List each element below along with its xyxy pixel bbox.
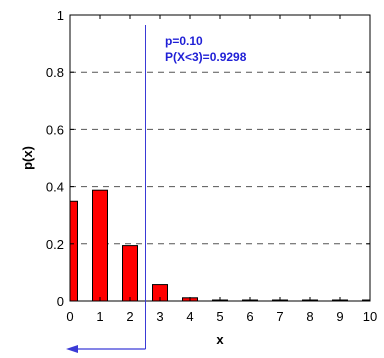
y-tick-label: 0.2 xyxy=(46,237,64,252)
x-tick-label: 1 xyxy=(96,309,103,324)
x-tick-label: 7 xyxy=(276,309,283,324)
x-tick-label: 6 xyxy=(246,309,253,324)
bar-0 xyxy=(70,200,78,301)
y-tick-label: 0.8 xyxy=(46,65,64,80)
y-tick-labels: 0 0.2 0.4 0.6 0.8 1 xyxy=(46,8,64,309)
y-tick-label: 0.4 xyxy=(46,180,64,195)
y-tick-label: 0.6 xyxy=(46,122,64,137)
x-tick-label: 9 xyxy=(336,309,343,324)
x-tick-label: 10 xyxy=(363,309,377,324)
annotation-p: p=0.10 xyxy=(165,34,203,48)
annotation-probability: P(X<3)=0.9298 xyxy=(165,50,247,64)
bar-1 xyxy=(92,189,108,301)
plot-background xyxy=(70,15,370,301)
x-tick-label: 3 xyxy=(156,309,163,324)
y-tick-label: 0 xyxy=(57,294,64,309)
x-tick-label: 5 xyxy=(216,309,223,324)
bar-2 xyxy=(122,245,138,301)
x-axis-label: x xyxy=(216,332,224,347)
x-tick-label: 4 xyxy=(186,309,193,324)
y-tick-label: 1 xyxy=(57,8,64,23)
x-tick-labels: 0 1 2 3 4 5 6 7 8 9 10 xyxy=(66,309,377,324)
x-tick-label: 8 xyxy=(306,309,313,324)
gridlines xyxy=(70,71,370,245)
axes xyxy=(69,14,371,302)
x-tick-label: 0 xyxy=(66,309,73,324)
x-tick-label: 2 xyxy=(126,309,133,324)
marker-line-group xyxy=(66,25,146,353)
y-axis-label: p(x) xyxy=(20,146,35,170)
left-arrow-head xyxy=(66,345,78,353)
